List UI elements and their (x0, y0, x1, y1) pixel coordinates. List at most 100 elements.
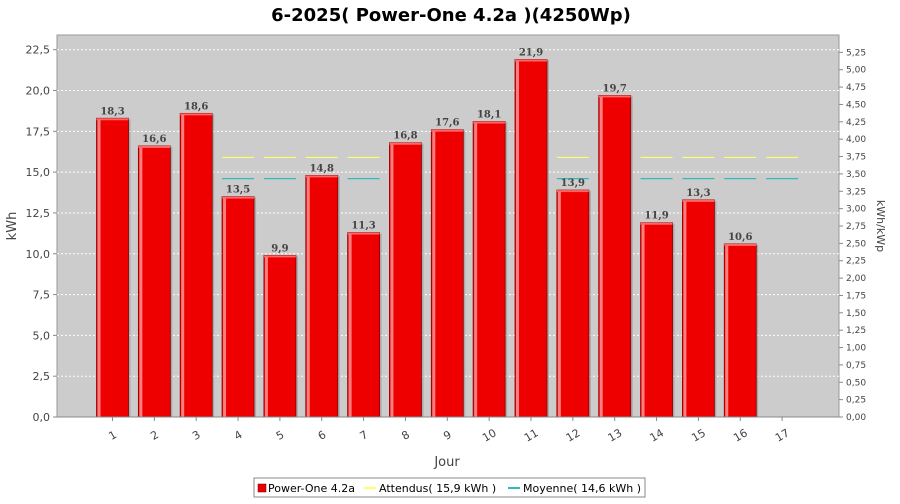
bar-highlight (641, 223, 645, 417)
x-tick-label: 10 (480, 426, 499, 444)
bar-top-edge (263, 255, 296, 258)
y-tick-label: 15,0 (26, 166, 51, 179)
y2-tick-label: 4,00 (846, 135, 866, 145)
y2-tick-label: 1,00 (846, 344, 866, 354)
legend-label-expected: Attendus( 15,9 kWh ) (379, 482, 496, 495)
bar (556, 189, 590, 418)
y2-tick-label: 2,75 (846, 222, 866, 232)
y2-tick-label: 0,00 (846, 413, 866, 423)
bar (430, 129, 464, 418)
x-axis: 1 2 3 4 5 6 7 8 9 10 11 12 13 14 15 16 17 (57, 416, 839, 445)
y-tick-label: 22,5 (26, 44, 51, 57)
bar-highlight (474, 122, 478, 418)
bar-top-edge (556, 190, 589, 193)
x-tick-label: 16 (731, 426, 750, 444)
bar-highlight (599, 96, 603, 418)
x-tick-label: 5 (274, 428, 287, 443)
bar-highlight (557, 191, 561, 417)
bar-value-label: 19,7 (603, 83, 627, 94)
y2-tick-label: 1,50 (846, 309, 866, 319)
x-tick-label: 9 (441, 428, 454, 443)
bar-highlight (223, 197, 227, 417)
bar-top-edge (347, 232, 380, 235)
y-tick-label: 20,0 (26, 85, 51, 98)
legend-frame (253, 477, 646, 498)
bar-top-edge (96, 118, 129, 121)
bars (96, 59, 759, 418)
bar-value-label: 18,3 (100, 106, 124, 117)
y2-tick-label: 4,50 (846, 100, 866, 110)
bar-highlight (139, 147, 143, 417)
y-tick-label: 10,0 (26, 248, 51, 261)
x-axis-label: Jour (433, 455, 460, 470)
x-tick-label: 8 (399, 428, 412, 443)
y2-tick-label: 5,25 (846, 48, 866, 58)
bar-value-label: 18,6 (184, 101, 208, 112)
y-tick-label: 17,5 (26, 125, 51, 138)
bar (179, 112, 213, 418)
y2-tick-label: 3,25 (846, 187, 866, 197)
legend-label-average: Moyenne( 14,6 kWh ) (523, 482, 641, 495)
bar (682, 199, 715, 418)
y2-tick-label: 0,50 (846, 378, 866, 388)
y2-tick-label: 4,25 (846, 118, 866, 128)
x-tick-label: 4 (232, 428, 245, 443)
bar (640, 222, 673, 418)
y-tick-label: 7,5 (33, 289, 51, 302)
chart-title: 6-2025( Power-One 4.2a )(4250Wp) (271, 5, 631, 26)
bar-top-edge (682, 199, 715, 202)
bar-highlight (306, 176, 310, 417)
bar-value-label: 16,6 (142, 134, 166, 145)
y2-tick-label: 1,75 (846, 291, 866, 301)
bar-value-label: 11,9 (644, 211, 668, 222)
bar (723, 243, 757, 418)
bar-value-label: 13,5 (226, 185, 250, 196)
x-tick-label: 7 (358, 428, 371, 443)
x-tick-label: 2 (148, 428, 161, 443)
y-axis-left: 0,0 2,5 5,0 7,5 10,0 12,5 15,0 17,5 20,0 22,5 (26, 44, 57, 424)
y-axis-label: kWh (5, 212, 20, 241)
x-tick-label: 17 (773, 426, 792, 444)
y2-tick-label: 0,25 (846, 396, 866, 406)
legend-swatch-bars (257, 483, 267, 493)
bar-highlight (348, 233, 352, 417)
bar-value-label: 17,6 (435, 118, 459, 129)
bar-highlight (516, 60, 519, 417)
bar-highlight (181, 114, 185, 417)
bar-highlight (390, 143, 394, 417)
x-tick-label: 1 (106, 428, 119, 443)
bar-top-edge (515, 59, 547, 62)
y2-tick-label: 2,25 (846, 257, 866, 267)
bar (472, 121, 506, 418)
x-tick-label: 14 (647, 426, 666, 444)
x-tick-label: 3 (190, 428, 203, 443)
y2-tick-label: 1,25 (846, 326, 866, 336)
bar-top-edge (389, 142, 422, 145)
legend: Power-One 4.2a Attendus( 15,9 kWh ) Moye… (253, 477, 646, 498)
bar-top-edge (222, 196, 255, 199)
bar-top-edge (640, 222, 673, 225)
x-tick-label: 12 (564, 426, 583, 444)
bar-top-edge (305, 175, 338, 178)
bar-top-edge (473, 121, 506, 124)
bar-top-edge (180, 113, 213, 116)
bar (347, 232, 381, 418)
bar-top-edge (598, 95, 631, 98)
bar-top-edge (724, 243, 757, 246)
y2-axis-label: kWh/kWp (874, 200, 887, 252)
y2-tick-label: 3,75 (846, 153, 866, 163)
bar (221, 196, 255, 418)
bar-highlight (683, 200, 687, 417)
bar-value-label: 9,9 (271, 243, 288, 254)
bar (305, 174, 339, 418)
bar-value-label: 13,9 (561, 178, 585, 189)
x-tick-label: 13 (606, 426, 625, 444)
bar-top-edge (431, 129, 464, 132)
y-tick-label: 0,0 (33, 411, 51, 424)
y-tick-label: 5,0 (33, 329, 51, 342)
bar-value-label: 10,6 (728, 232, 752, 243)
y2-tick-label: 0,75 (846, 361, 866, 371)
y-tick-label: 12,5 (26, 207, 51, 220)
